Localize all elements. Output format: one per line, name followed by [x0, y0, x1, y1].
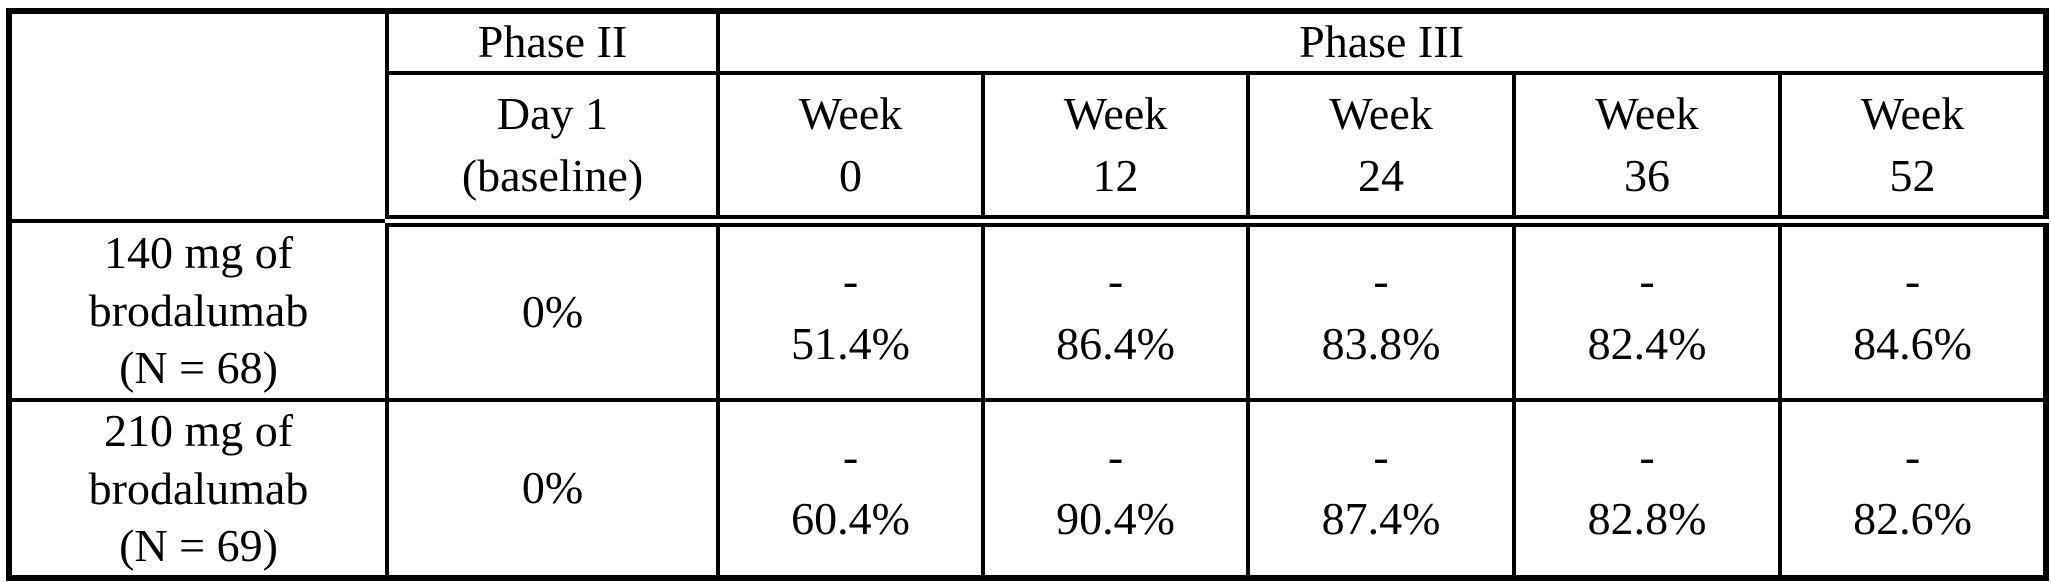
- baseline-value-cell-210mg: 0%: [385, 398, 720, 580]
- week-24-header-word: Week: [1329, 87, 1433, 139]
- row-label-140mg-line2: brodalumab: [88, 284, 309, 336]
- week-52-value-cell-210mg: - 82.6%: [1777, 398, 2049, 580]
- value-dash: -: [842, 431, 859, 483]
- value-percent: 86.4%: [1056, 317, 1175, 369]
- clinical-results-table: Phase II Phase III Day 1 (baseline) Week…: [6, 8, 2050, 581]
- value-block: - 90.4%: [987, 426, 1244, 550]
- row-label-210mg-line2: brodalumab: [88, 462, 309, 514]
- value-block: - 82.8%: [1518, 426, 1776, 550]
- baseline-header-line2: (baseline): [461, 150, 644, 201]
- row-label-140mg-line1: 140 mg of: [103, 227, 294, 279]
- value-block: - 87.4%: [1252, 426, 1510, 550]
- row-label-cell-140mg: 140 mg of brodalumab (N = 68): [7, 219, 389, 402]
- week-12-header-cell: Week 12: [981, 71, 1250, 227]
- week-24-header-cell: Week 24: [1246, 71, 1516, 227]
- value-dash: -: [1904, 255, 1921, 307]
- value-percent: 90.4%: [1056, 493, 1175, 545]
- baseline-value-210mg: 0%: [521, 462, 584, 514]
- value-block: - 84.6%: [1784, 250, 2042, 374]
- week-36-value-cell-140mg: - 82.4%: [1512, 219, 1782, 402]
- week-52-header-word: Week: [1860, 87, 1965, 139]
- value-percent: 60.4%: [791, 493, 910, 545]
- row-label-cell-210mg: 210 mg of brodalumab (N = 69): [7, 398, 389, 580]
- week-36-header-cell: Week 36: [1512, 71, 1782, 227]
- value-percent: 84.6%: [1853, 317, 1972, 369]
- value-dash: -: [1904, 431, 1921, 483]
- value-percent: 82.4%: [1587, 317, 1707, 369]
- phase2-header-label: Phase II: [477, 16, 628, 68]
- week-12-header-number: 12: [1092, 150, 1139, 201]
- value-dash: -: [1373, 431, 1389, 483]
- baseline-header-cell: Day 1 (baseline): [385, 71, 720, 227]
- value-block: - 51.4%: [722, 250, 979, 374]
- value-block: - 83.8%: [1252, 250, 1510, 374]
- baseline-value-cell-140mg: 0%: [385, 219, 720, 402]
- week-0-value-cell-210mg: - 60.4%: [716, 398, 985, 580]
- phase3-header-label: Phase III: [1299, 16, 1464, 68]
- phase2-header-cell: Phase II: [385, 9, 720, 75]
- week-0-header-cell: Week 0: [716, 71, 985, 227]
- value-dash: -: [1373, 255, 1389, 307]
- week-12-value-cell-210mg: - 90.4%: [981, 398, 1250, 580]
- row-label-140mg-line3: (N = 68): [119, 342, 278, 394]
- week-12-value-cell-140mg: - 86.4%: [981, 219, 1250, 402]
- week-52-header-number: 52: [1889, 150, 1936, 201]
- corner-cell: [7, 9, 389, 223]
- baseline-header-line1: Day 1: [496, 87, 609, 139]
- value-block: - 86.4%: [987, 250, 1244, 374]
- phase-header-row: Phase II Phase III: [7, 9, 2049, 223]
- value-block: - 82.6%: [1784, 426, 2042, 550]
- week-52-value-cell-140mg: - 84.6%: [1777, 219, 2049, 402]
- week-24-header-number: 24: [1358, 150, 1404, 201]
- value-dash: -: [1107, 255, 1124, 307]
- table-row-140mg: 140 mg of brodalumab (N = 68) 0% - 51.4%…: [7, 219, 2049, 402]
- week-36-header-word: Week: [1595, 87, 1699, 139]
- week-0-header-number: 0: [839, 150, 862, 201]
- table-row-210mg: 210 mg of brodalumab (N = 69) 0% - 60.4%…: [7, 398, 2049, 580]
- week-24-value-cell-210mg: - 87.4%: [1246, 398, 1516, 580]
- week-0-header-word: Week: [798, 87, 903, 139]
- baseline-value-140mg: 0%: [521, 286, 584, 338]
- value-block: - 82.4%: [1518, 250, 1776, 374]
- value-percent: 82.6%: [1853, 493, 1972, 545]
- value-percent: 87.4%: [1321, 493, 1441, 545]
- value-percent: 82.8%: [1587, 493, 1707, 545]
- row-label-210mg-line1: 210 mg of: [103, 405, 294, 456]
- row-label-210mg-line3: (N = 69): [119, 520, 278, 571]
- value-percent: 83.8%: [1321, 317, 1441, 369]
- phase3-header-cell: Phase III: [715, 9, 2049, 75]
- value-dash: -: [842, 255, 859, 307]
- week-36-value-cell-210mg: - 82.8%: [1512, 398, 1782, 580]
- value-dash: -: [1639, 431, 1655, 483]
- timepoint-header-row: Day 1 (baseline) Week 0 Week 12 Week 24 …: [9, 71, 2049, 227]
- week-12-header-word: Week: [1063, 87, 1168, 139]
- value-dash: -: [1107, 431, 1124, 483]
- value-block: - 60.4%: [722, 426, 979, 550]
- week-24-value-cell-140mg: - 83.8%: [1246, 219, 1516, 402]
- value-dash: -: [1639, 255, 1655, 307]
- week-36-header-number: 36: [1624, 150, 1670, 201]
- week-52-header-cell: Week 52: [1777, 71, 2049, 227]
- value-percent: 51.4%: [791, 317, 910, 369]
- week-0-value-cell-140mg: - 51.4%: [716, 219, 985, 402]
